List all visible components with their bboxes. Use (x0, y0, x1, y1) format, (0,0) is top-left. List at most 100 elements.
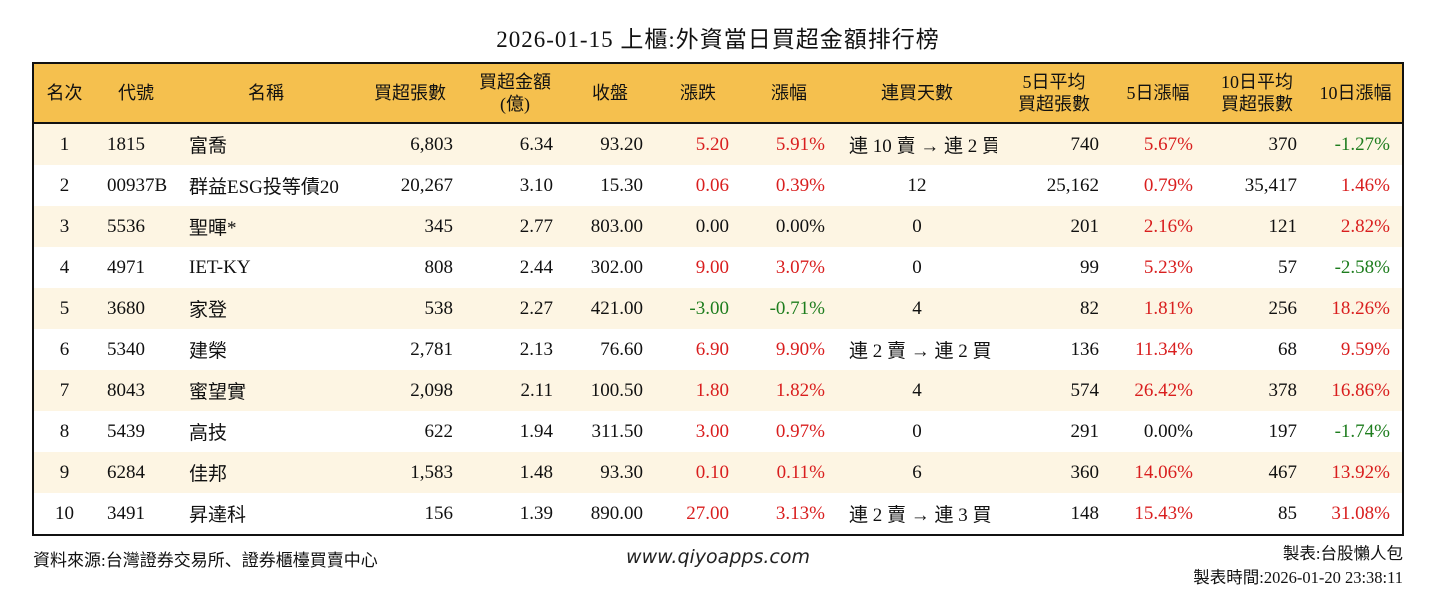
cell-change: 6.90 (695, 338, 729, 360)
cell-change: 27.00 (686, 502, 729, 524)
maker-block: 製表:台股懶人包 製表時間:2026-01-20 23:38:11 (946, 542, 1403, 590)
cell-pct10: 18.26% (1331, 297, 1390, 319)
cell-streak: 0 (912, 420, 922, 442)
cell-name: 建榮 (189, 341, 228, 362)
cell-pct5: 5.67% (1143, 133, 1193, 155)
cell-amount: 1.48 (519, 461, 553, 483)
column-header-pct: 漲幅 (741, 63, 837, 124)
cell-avg5: 99 (1080, 256, 1099, 278)
cell-code: 5340 (107, 338, 145, 360)
cell-code: 00937B (107, 174, 168, 196)
table-row: 3 5536 聖暉* 345 2.77 803.00 0.00 0.00% 0 201 2.16% 1… (33, 206, 1403, 247)
table-header: 名次 代號 名稱 買超張數 買超金額 (億) 收盤 漲跌 漲幅 連買天數 5日平均 買超張數 5日漲… (33, 63, 1403, 124)
cell-pct5: 5.23% (1143, 256, 1193, 278)
cell-pct10: -2.58% (1334, 256, 1390, 278)
ranking-table: 名次 代號 名稱 買超張數 買超金額 (億) 收盤 漲跌 漲幅 連買天數 5日平均 買超張數 5日漲… (32, 62, 1404, 536)
cell-amount: 1.94 (519, 420, 553, 442)
cell-pct: 0.11% (776, 461, 825, 483)
cell-change: -3.00 (689, 297, 729, 319)
column-header-streak: 連買天數 (837, 63, 997, 124)
cell-pct10: 31.08% (1331, 502, 1390, 524)
cell-streak: 6 (912, 461, 922, 483)
cell-code: 6284 (107, 461, 145, 483)
column-header-pct5: 5日漲幅 (1111, 63, 1205, 124)
cell-avg10: 68 (1278, 338, 1297, 360)
cell-name: 聖暉* (189, 218, 237, 239)
cell-close: 93.30 (600, 461, 643, 483)
cell-rank: 4 (59, 256, 70, 278)
cell-rank: 6 (59, 338, 70, 360)
cell-code: 5439 (107, 420, 145, 442)
cell-rank: 8 (59, 420, 70, 442)
cell-streak: 連 10 賣 → 連 2 買 (849, 136, 997, 157)
cell-rank: 2 (59, 174, 70, 196)
cell-avg5: 201 (1070, 215, 1100, 237)
cell-amount: 2.27 (519, 297, 553, 319)
cell-streak: 0 (912, 256, 922, 278)
cell-pct5: 14.06% (1134, 461, 1193, 483)
cell-pct: 1.82% (775, 379, 825, 401)
cell-pct10: 1.46% (1340, 174, 1390, 196)
cell-pct10: -1.27% (1334, 133, 1390, 155)
cell-amount: 2.44 (519, 256, 553, 278)
table-row: 6 5340 建榮 2,781 2.13 76.60 6.90 9.90% 連 2 賣 → 連 … (33, 329, 1403, 370)
cell-rank: 10 (55, 502, 74, 524)
cell-amount: 3.10 (519, 174, 553, 196)
cell-close: 100.50 (590, 379, 643, 401)
cell-avg10: 197 (1268, 420, 1298, 442)
cell-volume: 20,267 (400, 174, 453, 196)
cell-avg10: 35,417 (1244, 174, 1297, 196)
cell-code: 4971 (107, 256, 145, 278)
cell-name: 群益ESG投等債20 (189, 177, 339, 198)
cell-pct: 0.39% (775, 174, 825, 196)
cell-pct: 9.90% (775, 338, 825, 360)
cell-volume: 622 (424, 420, 454, 442)
cell-rank: 3 (59, 215, 70, 237)
maker-label: 製表:台股懶人包 (1282, 544, 1404, 563)
cell-pct5: 1.81% (1143, 297, 1193, 319)
website-label: www.qiyoapps.com (626, 546, 810, 568)
cell-avg5: 291 (1070, 420, 1100, 442)
cell-avg10: 57 (1278, 256, 1297, 278)
cell-pct10: 9.59% (1340, 338, 1390, 360)
column-header-close: 收盤 (565, 63, 655, 124)
cell-volume: 2,781 (410, 338, 453, 360)
cell-avg10: 378 (1268, 379, 1298, 401)
table-row: 10 3491 昇達科 156 1.39 890.00 27.00 3.13% 連 2 賣 → … (33, 493, 1403, 535)
cell-streak: 12 (907, 174, 927, 196)
column-header-name: 名稱 (177, 63, 355, 124)
cell-avg10: 370 (1268, 133, 1298, 155)
cell-pct: 0.00% (775, 215, 825, 237)
table-row: 7 8043 蜜望實 2,098 2.11 100.50 1.80 1.82% 4 574 26.4… (33, 370, 1403, 411)
cell-name: 家登 (189, 300, 228, 321)
cell-avg10: 256 (1268, 297, 1298, 319)
cell-streak: 4 (912, 379, 922, 401)
cell-change: 9.00 (695, 256, 729, 278)
cell-rank: 7 (59, 379, 70, 401)
cell-name: 蜜望實 (189, 382, 247, 403)
cell-avg5: 136 (1070, 338, 1100, 360)
cell-change: 0.00 (695, 215, 729, 237)
cell-close: 302.00 (590, 256, 643, 278)
cell-amount: 2.13 (519, 338, 553, 360)
column-header-change: 漲跌 (655, 63, 741, 124)
cell-rank: 5 (59, 297, 70, 319)
cell-avg10: 85 (1278, 502, 1297, 524)
cell-pct5: 2.16% (1143, 215, 1193, 237)
table-body: 1 1815 富喬 6,803 6.34 93.20 5.20 5.91% 連 10 賣 → 連… (33, 123, 1403, 535)
cell-streak: 連 2 賣 → 連 2 買 (849, 341, 992, 362)
cell-pct10: 13.92% (1331, 461, 1390, 483)
cell-volume: 538 (424, 297, 454, 319)
table-row: 5 3680 家登 538 2.27 421.00 -3.00 -0.71% 4 82 1.81% 2… (33, 288, 1403, 329)
cell-amount: 2.11 (520, 379, 553, 401)
cell-amount: 6.34 (519, 133, 553, 155)
column-header-avg10: 10日平均 買超張數 (1205, 63, 1309, 124)
cell-volume: 1,583 (410, 461, 453, 483)
column-header-code: 代號 (95, 63, 177, 124)
cell-code: 1815 (107, 133, 145, 155)
cell-close: 76.60 (600, 338, 643, 360)
cell-name: 高技 (189, 423, 228, 444)
cell-avg5: 574 (1070, 379, 1100, 401)
cell-pct5: 26.42% (1134, 379, 1193, 401)
page-title: 2026-01-15 上櫃:外資當日買超金額排行榜 (496, 27, 940, 52)
